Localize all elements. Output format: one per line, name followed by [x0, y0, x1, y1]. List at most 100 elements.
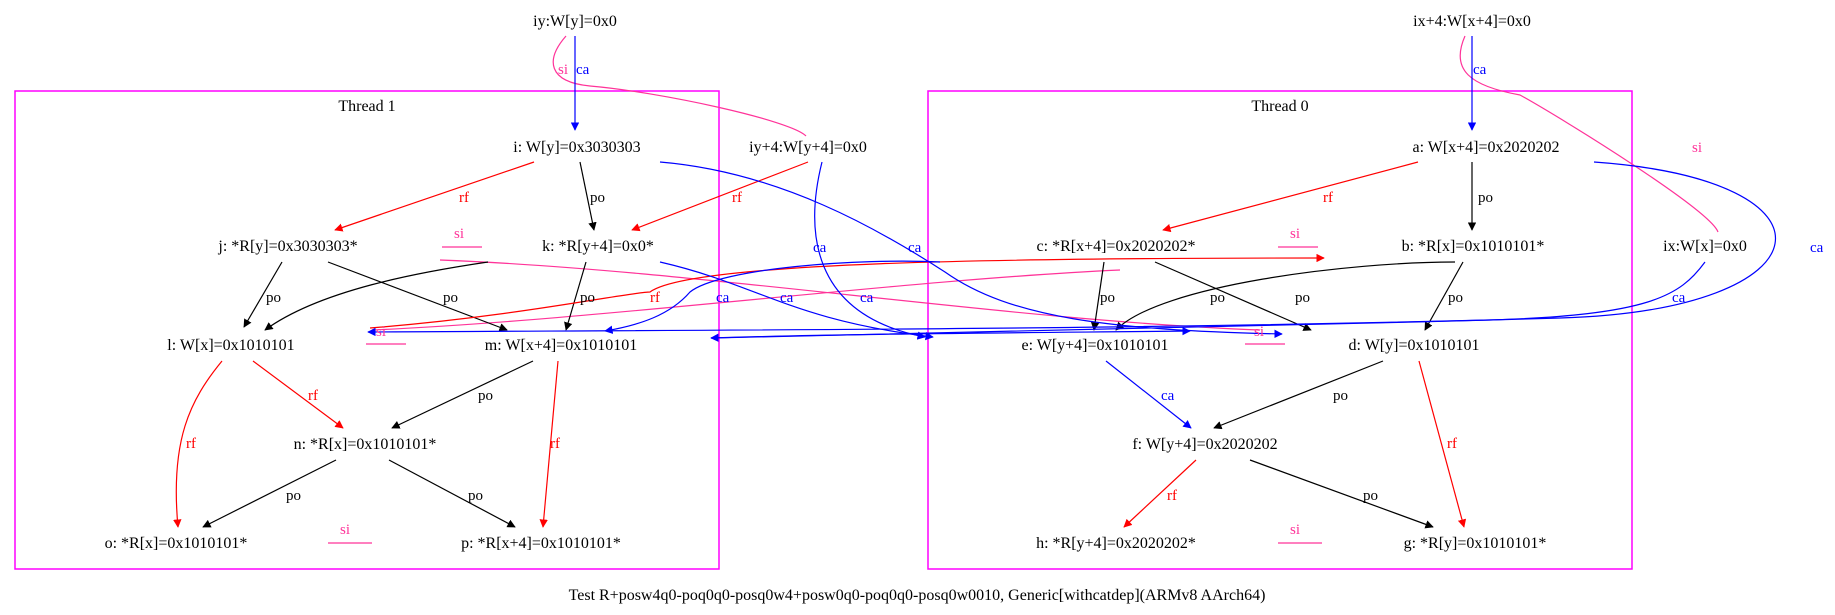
node-h: h: *R[y+4]=0x2020202*	[1036, 535, 1196, 552]
edge-si-iy-iy4	[552, 35, 807, 137]
label-rf: rf	[550, 436, 560, 452]
edge-po-f-g	[1249, 459, 1434, 529]
node-n: n: *R[x]=0x1010101*	[294, 436, 437, 453]
edge-si-l-c	[371, 269, 1121, 331]
label-po: po	[1295, 290, 1310, 306]
label-rf: rf	[308, 388, 318, 404]
label-po: po	[1363, 488, 1378, 504]
node-b: b: *R[x]=0x1010101*	[1402, 238, 1545, 255]
label-po: po	[286, 488, 301, 504]
edge-po-c-e	[1090, 261, 1105, 331]
label-po: po	[1478, 190, 1493, 206]
edge-po-k-m	[564, 261, 587, 331]
node-f: f: W[y+4]=0x2020202	[1132, 436, 1277, 453]
label-rf: rf	[1323, 190, 1333, 206]
si-markers	[328, 246, 1322, 544]
label-si: si	[1290, 226, 1300, 242]
edge-rf-d-g	[1418, 360, 1467, 528]
label-po: po	[266, 290, 281, 306]
ca-edges	[367, 36, 1776, 429]
po-edges	[202, 161, 1477, 529]
label-si: si	[1254, 324, 1264, 340]
edge-rf-l-o	[173, 360, 223, 528]
label-po: po	[468, 488, 483, 504]
label-rf: rf	[732, 190, 742, 206]
label-ca: ca	[813, 240, 827, 256]
label-rf: rf	[459, 190, 469, 206]
edge-po-i-k	[579, 161, 597, 231]
label-ca: ca	[576, 62, 590, 78]
label-si: si	[454, 226, 464, 242]
node-j: j: *R[y]=0x3030303*	[217, 238, 357, 255]
edge-si-ix4-ix	[1459, 35, 1719, 233]
cluster-thread1-label: Thread 1	[338, 98, 395, 115]
label-po: po	[590, 190, 605, 206]
node-iy: iy:W[y]=0x0	[533, 13, 617, 30]
cluster-thread0	[927, 90, 1633, 570]
label-rf: rf	[186, 436, 196, 452]
si-edges	[371, 35, 1719, 331]
edge-po-b-e	[1115, 261, 1456, 331]
label-rf: rf	[1167, 488, 1177, 504]
edge-po-j-l	[243, 261, 283, 328]
label-si: si	[1290, 522, 1300, 538]
label-po: po	[1100, 290, 1115, 306]
label-po: po	[443, 290, 458, 306]
label-po: po	[478, 388, 493, 404]
node-e: e: W[y+4]=0x1010101	[1021, 337, 1168, 354]
node-iy4: iy+4:W[y+4]=0x0	[749, 139, 867, 156]
label-ca: ca	[780, 290, 794, 306]
edge-po-b-d	[1424, 261, 1464, 331]
node-ix4: ix+4:W[x+4]=0x0	[1413, 13, 1531, 30]
graph-caption: Test R+posw4q0-poq0q0-posq0w4+posw0q0-po…	[569, 587, 1266, 604]
label-rf: rf	[650, 290, 660, 306]
edge-po-d-f	[1213, 360, 1384, 430]
label-si: si	[340, 522, 350, 538]
label-po: po	[1210, 290, 1225, 306]
edge-ca-e-f	[1105, 360, 1192, 429]
node-d: d: W[y]=0x1010101	[1349, 337, 1480, 354]
node-p: p: *R[x+4]=0x1010101*	[461, 535, 621, 552]
node-k: k: *R[y+4]=0x0*	[542, 238, 654, 255]
edge-po-n-p	[388, 459, 516, 528]
edge-po-m-n	[391, 360, 534, 429]
label-ca: ca	[1161, 388, 1175, 404]
label-ca: ca	[1672, 290, 1686, 306]
edge-si-k-d	[439, 259, 1261, 331]
node-g: g: *R[y]=0x1010101*	[1404, 535, 1547, 552]
edge-ca-iy4-e	[814, 161, 926, 340]
edge-rf-l-n	[252, 360, 344, 429]
label-rf: rf	[1447, 436, 1457, 452]
label-ca: ca	[860, 290, 874, 306]
node-i: i: W[y]=0x3030303	[513, 139, 640, 156]
label-po: po	[1448, 290, 1463, 306]
node-l: l: W[x]=0x1010101	[167, 337, 294, 354]
edge-rf-a-c	[1162, 161, 1419, 233]
edge-po-k-l	[264, 261, 489, 331]
label-po: po	[1333, 388, 1348, 404]
label-ca: ca	[908, 240, 922, 256]
label-si: si	[558, 62, 568, 78]
edge-ca-e-m	[710, 326, 1191, 339]
node-a: a: W[x+4]=0x2020202	[1412, 139, 1559, 156]
label-ca: ca	[716, 290, 730, 306]
edge-rf-iy4-k	[631, 161, 809, 232]
cluster-thread0-label: Thread 0	[1251, 98, 1308, 115]
edge-po-j-m	[327, 261, 508, 332]
edge-ca-c-m	[604, 260, 941, 334]
edge-rf-f-h	[1123, 459, 1197, 528]
edge-ca-i-d	[659, 161, 1283, 339]
edge-rf-l-b	[369, 253, 1325, 329]
node-c: c: *R[x+4]=0x2020202*	[1037, 238, 1196, 255]
edge-ca-ix-m	[710, 261, 1706, 342]
label-ca: ca	[1810, 240, 1824, 256]
nodes: iy:W[y]=0x0 ix+4:W[x+4]=0x0 i: W[y]=0x30…	[105, 13, 1747, 552]
node-m: m: W[x+4]=0x1010101	[485, 337, 637, 354]
edge-po-c-d	[1154, 261, 1312, 331]
edge-labels: si ca ca si rf po rf ca ca si rf po si c…	[186, 62, 1824, 538]
edge-rf-m-p	[539, 360, 559, 528]
node-o: o: *R[x]=0x1010101*	[105, 535, 248, 552]
node-ix: ix:W[x]=0x0	[1663, 238, 1747, 255]
label-ca: ca	[1473, 62, 1487, 78]
